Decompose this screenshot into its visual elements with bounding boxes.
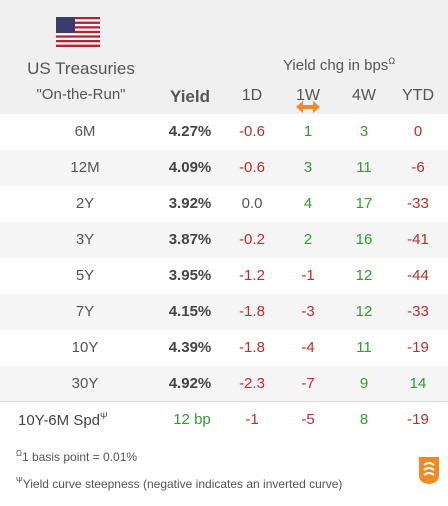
- change-ytd: -33: [407, 303, 429, 320]
- change-4w: 9: [359, 375, 369, 392]
- change-ytd: -6: [411, 159, 425, 176]
- brand-logo-icon[interactable]: [416, 455, 442, 485]
- change-ytd: 14: [409, 375, 427, 392]
- change-4w: 12: [355, 267, 373, 284]
- change-4w: 17: [355, 195, 373, 212]
- spread-divider: [0, 401, 448, 402]
- spread-change-ytd: -19: [407, 411, 429, 428]
- table-row: 5Y 3.95% -1.2 -1 12 -44: [0, 258, 448, 294]
- term-label: 3Y: [75, 231, 95, 248]
- footnote-basis-point: Ω1 basis point = 0.01%: [16, 449, 138, 464]
- change-1d: -0.6: [239, 159, 265, 176]
- change-1d: -0.6: [239, 123, 265, 140]
- term-label: 10Y: [71, 339, 99, 356]
- spread-row: 10Y-6M SpdΨ 12 bp -1 -5 8 -19: [0, 402, 448, 438]
- us-flag-icon: [56, 17, 100, 47]
- change-4w: 11: [356, 339, 372, 356]
- change-1w: 4: [303, 195, 313, 212]
- table-row: 10Y 4.39% -1.8 -4 11 -19: [0, 330, 448, 366]
- yield-column-header: Yield: [170, 87, 210, 106]
- spread-change-1d: -1: [245, 411, 259, 428]
- change-1w: -3: [301, 303, 315, 320]
- term-label: 30Y: [71, 375, 99, 392]
- change-1w: 3: [303, 159, 313, 176]
- column-header-1d[interactable]: 1D: [241, 87, 263, 104]
- yield-value: 3.92%: [168, 195, 212, 212]
- column-header-ytd[interactable]: YTD: [402, 87, 434, 104]
- column-header-4w[interactable]: 4W: [352, 87, 376, 104]
- change-1d: 0.0: [241, 195, 263, 212]
- term-label: 6M: [74, 123, 96, 140]
- change-ytd: -41: [407, 231, 429, 248]
- change-1d: -1.2: [239, 267, 265, 284]
- spread-change-4w: 8: [359, 411, 369, 428]
- footnote-curve-steepness: ΨYield curve steepness (negative indicat…: [16, 476, 343, 491]
- table-header: US Treasuries "On-the-Run" Yield Yield c…: [0, 0, 448, 114]
- yield-value: 4.39%: [168, 339, 212, 356]
- spread-change-1w: -5: [301, 411, 315, 428]
- table-subtitle: "On-the-Run": [36, 86, 126, 103]
- change-4w: 12: [355, 303, 373, 320]
- term-label: 2Y: [75, 195, 95, 212]
- change-ytd: -44: [407, 267, 429, 284]
- change-1w: -7: [301, 375, 315, 392]
- table-row: 30Y 4.92% -2.3 -7 9 14: [0, 366, 448, 402]
- yield-value: 4.09%: [168, 159, 212, 176]
- change-1w: -1: [301, 267, 315, 284]
- table-row: 6M 4.27% -0.6 1 3 0: [0, 114, 448, 150]
- term-label: 12M: [70, 159, 100, 176]
- spread-label: 10Y-6M SpdΨ: [18, 411, 108, 429]
- change-4w: 16: [355, 231, 373, 248]
- spread-value: 12 bp: [173, 411, 211, 428]
- change-1d: -1.8: [239, 303, 265, 320]
- term-label: 5Y: [75, 267, 95, 284]
- term-label: 7Y: [75, 303, 95, 320]
- change-1d: -2.3: [239, 375, 265, 392]
- yield-value: 4.92%: [168, 375, 212, 392]
- change-1w: -4: [301, 339, 315, 356]
- yield-value: 4.15%: [168, 303, 212, 320]
- double-arrow-icon[interactable]: [296, 101, 320, 113]
- change-4w: 3: [359, 123, 369, 140]
- change-1d: -0.2: [239, 231, 265, 248]
- table-row: 2Y 3.92% 0.0 4 17 -33: [0, 186, 448, 222]
- table-title: US Treasuries: [27, 59, 135, 78]
- table-row: 3Y 3.87% -0.2 2 16 -41: [0, 222, 448, 258]
- change-4w: 11: [356, 159, 372, 176]
- yield-value: 4.27%: [168, 123, 212, 140]
- yield-value: 3.95%: [168, 267, 212, 284]
- table-row: 12M 4.09% -0.6 3 11 -6: [0, 150, 448, 186]
- table-row: 7Y 4.15% -1.8 -3 12 -33: [0, 294, 448, 330]
- change-ytd: 0: [413, 123, 423, 140]
- change-1d: -1.8: [239, 339, 265, 356]
- change-1w: 1: [303, 123, 313, 140]
- change-ytd: -33: [407, 195, 429, 212]
- change-1w: 2: [303, 231, 313, 248]
- column-header-1w[interactable]: 1W: [296, 87, 320, 104]
- yield-value: 3.87%: [168, 231, 212, 248]
- change-group-header: Yield chg in bpsΩ: [282, 56, 396, 74]
- change-ytd: -19: [407, 339, 429, 356]
